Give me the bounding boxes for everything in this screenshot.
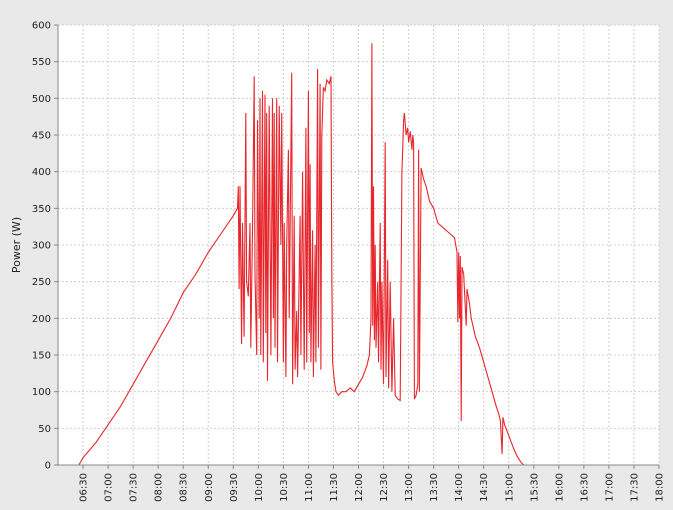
x-tick-label: 13:30 bbox=[429, 473, 440, 502]
y-tick-label: 50 bbox=[38, 424, 51, 435]
x-tick-label: 12:00 bbox=[354, 473, 365, 502]
x-tick-label: 16:00 bbox=[554, 473, 565, 502]
x-tick-label: 16:30 bbox=[579, 473, 590, 502]
y-tick-label: 450 bbox=[32, 131, 51, 142]
x-tick-label: 17:00 bbox=[604, 473, 615, 502]
y-tick-label: 550 bbox=[32, 57, 51, 68]
x-tick-label: 10:30 bbox=[279, 473, 290, 502]
y-tick-label: 100 bbox=[32, 387, 51, 398]
grid-lines bbox=[58, 24, 660, 466]
y-tick-label: 0 bbox=[45, 461, 51, 472]
y-tick-label: 350 bbox=[32, 204, 51, 215]
x-tick-label: 15:30 bbox=[529, 473, 540, 502]
y-tick-label: 500 bbox=[32, 94, 51, 105]
y-tick-label: 250 bbox=[32, 277, 51, 288]
y-tick-label: 400 bbox=[32, 167, 51, 178]
x-tick-label: 09:00 bbox=[204, 473, 215, 502]
y-tick-label: 200 bbox=[32, 314, 51, 325]
x-tick-label: 13:00 bbox=[404, 473, 415, 502]
x-tick-label: 06:30 bbox=[79, 473, 90, 502]
y-axis-title: Power (W) bbox=[10, 217, 23, 273]
y-tick-label: 300 bbox=[32, 241, 51, 252]
x-tick-label: 08:30 bbox=[179, 473, 190, 502]
x-tick-label: 14:00 bbox=[454, 473, 465, 502]
x-axis-ticks: 06:30 07:00 07:30 08:00 08:30 09:00 09:30 10:00… bbox=[79, 465, 666, 502]
x-tick-label: 07:00 bbox=[104, 473, 115, 502]
x-tick-label: 12:30 bbox=[379, 473, 390, 502]
y-tick-label: 150 bbox=[32, 351, 51, 362]
x-tick-label: 15:00 bbox=[504, 473, 515, 502]
y-axis-ticks: 0 50 100 150 200 250 300 350 400 450 500 550 600 bbox=[32, 21, 58, 472]
x-tick-label: 10:00 bbox=[254, 473, 265, 502]
x-tick-label: 09:30 bbox=[229, 473, 240, 502]
x-tick-label: 07:30 bbox=[129, 473, 140, 502]
x-tick-label: 08:00 bbox=[154, 473, 165, 502]
x-tick-label: 11:30 bbox=[329, 473, 340, 502]
x-tick-label: 18:00 bbox=[655, 473, 666, 502]
x-tick-label: 17:30 bbox=[629, 473, 640, 502]
x-tick-label: 11:00 bbox=[304, 473, 315, 502]
x-tick-label: 14:30 bbox=[479, 473, 490, 502]
power-series-line bbox=[58, 43, 530, 466]
y-tick-label: 600 bbox=[32, 21, 51, 32]
